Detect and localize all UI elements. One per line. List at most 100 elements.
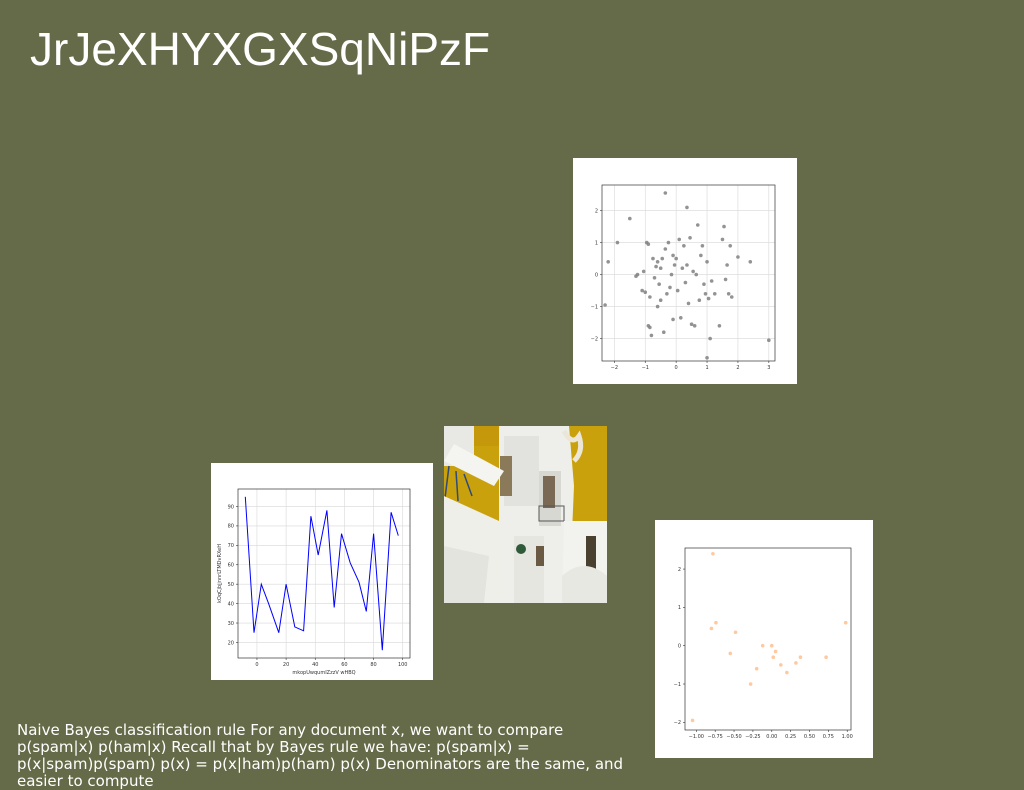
data-point <box>640 289 644 293</box>
data-point <box>728 652 732 656</box>
data-point <box>657 282 661 286</box>
data-point <box>730 295 734 299</box>
data-point <box>681 266 685 270</box>
data-point <box>660 257 664 261</box>
data-point <box>710 279 714 283</box>
data-point <box>651 257 655 261</box>
plot-frame <box>685 548 851 730</box>
data-point <box>671 254 675 258</box>
x-tick-label: −2 <box>611 365 618 371</box>
x-tick-label: −1.00 <box>689 734 704 740</box>
y-tick-label: 80 <box>228 524 234 530</box>
data-point <box>728 244 732 248</box>
data-point <box>774 650 778 654</box>
data-point <box>824 655 828 659</box>
data-point <box>699 254 703 258</box>
building-photo <box>444 426 607 603</box>
x-axis-label: mkopUwqumIZzzV wHBQ <box>292 670 355 676</box>
y-tick-label: 40 <box>228 601 234 607</box>
data-point <box>667 241 671 245</box>
x-tick-label: 60 <box>341 662 347 668</box>
data-point <box>650 334 654 338</box>
data-point <box>721 238 725 242</box>
data-point <box>648 326 652 330</box>
data-point <box>707 297 711 301</box>
data-point <box>748 260 752 264</box>
data-point <box>665 292 669 296</box>
y-tick-label: 60 <box>228 563 234 569</box>
data-point <box>606 260 610 264</box>
x-tick-label: 40 <box>312 662 318 668</box>
data-point <box>799 655 803 659</box>
data-point <box>702 282 706 286</box>
data-point <box>628 217 632 221</box>
data-point <box>713 292 717 296</box>
data-point <box>636 273 640 277</box>
data-point <box>704 292 708 296</box>
data-point <box>648 295 652 299</box>
y-tick-label: 2 <box>678 567 681 573</box>
y-tick-label: 1 <box>595 240 598 246</box>
x-tick-label: 0.25 <box>785 734 796 740</box>
data-point <box>664 191 668 195</box>
y-tick-label: 30 <box>228 621 234 627</box>
data-point <box>682 244 686 248</box>
x-tick-label: 0 <box>675 365 678 371</box>
data-point <box>691 719 695 723</box>
data-point <box>654 265 658 269</box>
slide-title: JrJeXHYXGXSqNiPzF <box>30 22 490 76</box>
data-point <box>688 236 692 240</box>
data-point <box>701 244 705 248</box>
x-tick-label: −0.50 <box>726 734 741 740</box>
slide-body-text: Naive Bayes classification rule For any … <box>17 722 637 790</box>
data-point <box>710 627 714 631</box>
data-point <box>718 324 722 328</box>
data-point <box>724 278 728 282</box>
data-point <box>685 206 689 210</box>
x-tick-label: 0.50 <box>804 734 815 740</box>
data-point <box>711 552 715 556</box>
x-tick-label: 0 <box>255 662 258 668</box>
data-point <box>656 260 660 264</box>
data-point <box>749 682 753 686</box>
data-point <box>671 318 675 322</box>
x-tick-label: −0.75 <box>708 734 723 740</box>
y-tick-label: 0 <box>678 644 681 650</box>
data-point <box>684 281 688 285</box>
data-point <box>659 266 663 270</box>
data-point <box>714 621 718 625</box>
y-tick-label: 50 <box>228 582 234 588</box>
x-tick-label: 80 <box>370 662 376 668</box>
x-tick-label: 0.00 <box>766 734 777 740</box>
building-photo-image <box>444 426 607 603</box>
y-tick-label: 20 <box>228 640 234 646</box>
y-tick-label: 1 <box>678 605 681 611</box>
plot-frame <box>238 489 410 658</box>
data-point <box>616 241 620 245</box>
data-point <box>668 286 672 290</box>
data-point <box>767 338 771 342</box>
data-point <box>696 223 700 227</box>
y-tick-label: 0 <box>595 272 598 278</box>
x-tick-label: −1 <box>642 365 649 371</box>
data-point <box>694 273 698 277</box>
data-point <box>770 644 774 648</box>
data-point <box>679 316 683 320</box>
data-point <box>705 356 709 360</box>
data-point <box>771 655 775 659</box>
data-point <box>755 667 759 671</box>
data-point <box>690 322 694 326</box>
plot-frame <box>602 185 775 361</box>
data-point <box>698 298 702 302</box>
data-point <box>794 661 798 665</box>
data-point <box>705 260 709 264</box>
x-tick-label: 3 <box>767 365 770 371</box>
y-tick-label: 90 <box>228 504 234 510</box>
data-point <box>659 298 663 302</box>
data-point <box>676 289 680 293</box>
data-point <box>603 303 607 307</box>
